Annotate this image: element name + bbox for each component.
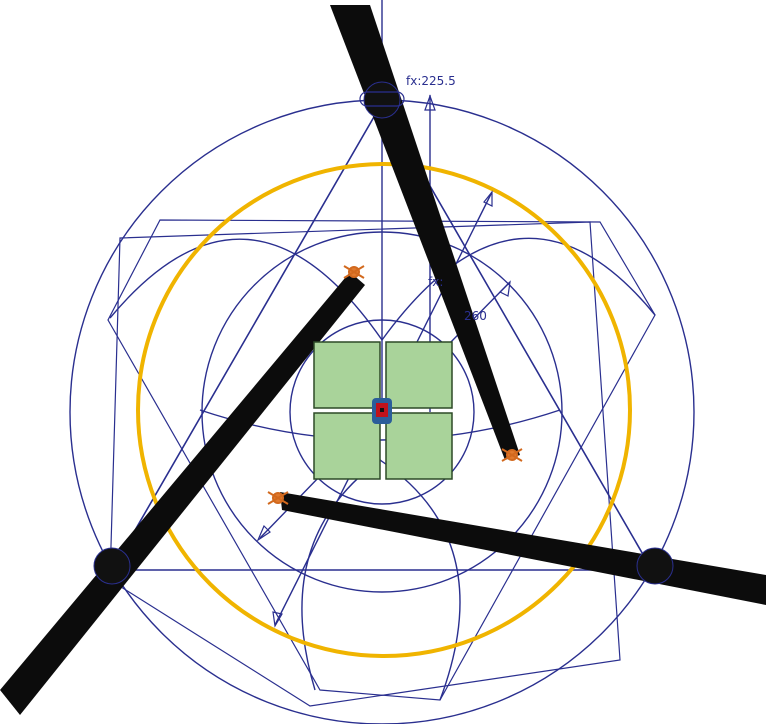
dimension-mid-label[interactable]: fx: (428, 275, 443, 289)
joint-marker-icon[interactable] (343, 265, 365, 279)
joint-marker-icon[interactable] (267, 491, 289, 505)
orange-joint-markers (267, 265, 523, 505)
pad-bottom-left[interactable] (313, 412, 381, 480)
joint-top[interactable] (363, 81, 401, 119)
pad-top-left[interactable] (313, 341, 381, 409)
center-pads (313, 341, 453, 480)
center-point-icon[interactable] (372, 398, 392, 424)
rod-joints (93, 81, 674, 585)
selected-circle[interactable] (136, 162, 632, 658)
star-triangle-b[interactable] (109, 221, 621, 707)
dimension-top-label[interactable]: fx:225.5 (406, 74, 456, 88)
rod-left[interactable] (0, 272, 365, 715)
pad-top-right[interactable] (385, 341, 453, 409)
rod-right[interactable] (280, 492, 766, 605)
pad-bottom-right[interactable] (385, 412, 453, 480)
joint-right[interactable] (636, 547, 674, 585)
dimension-circle-badge[interactable] (359, 91, 405, 107)
joint-left[interactable] (93, 547, 131, 585)
joint-marker-icon[interactable] (501, 448, 523, 462)
dimension-arrows (256, 94, 511, 628)
rod-top[interactable] (330, 5, 520, 460)
lens-arc-5[interactable] (379, 459, 461, 701)
dimension-right-label[interactable]: 260 (464, 309, 487, 323)
star-triangle-a[interactable] (110, 101, 654, 571)
lens-arc-2[interactable] (381, 237, 656, 341)
